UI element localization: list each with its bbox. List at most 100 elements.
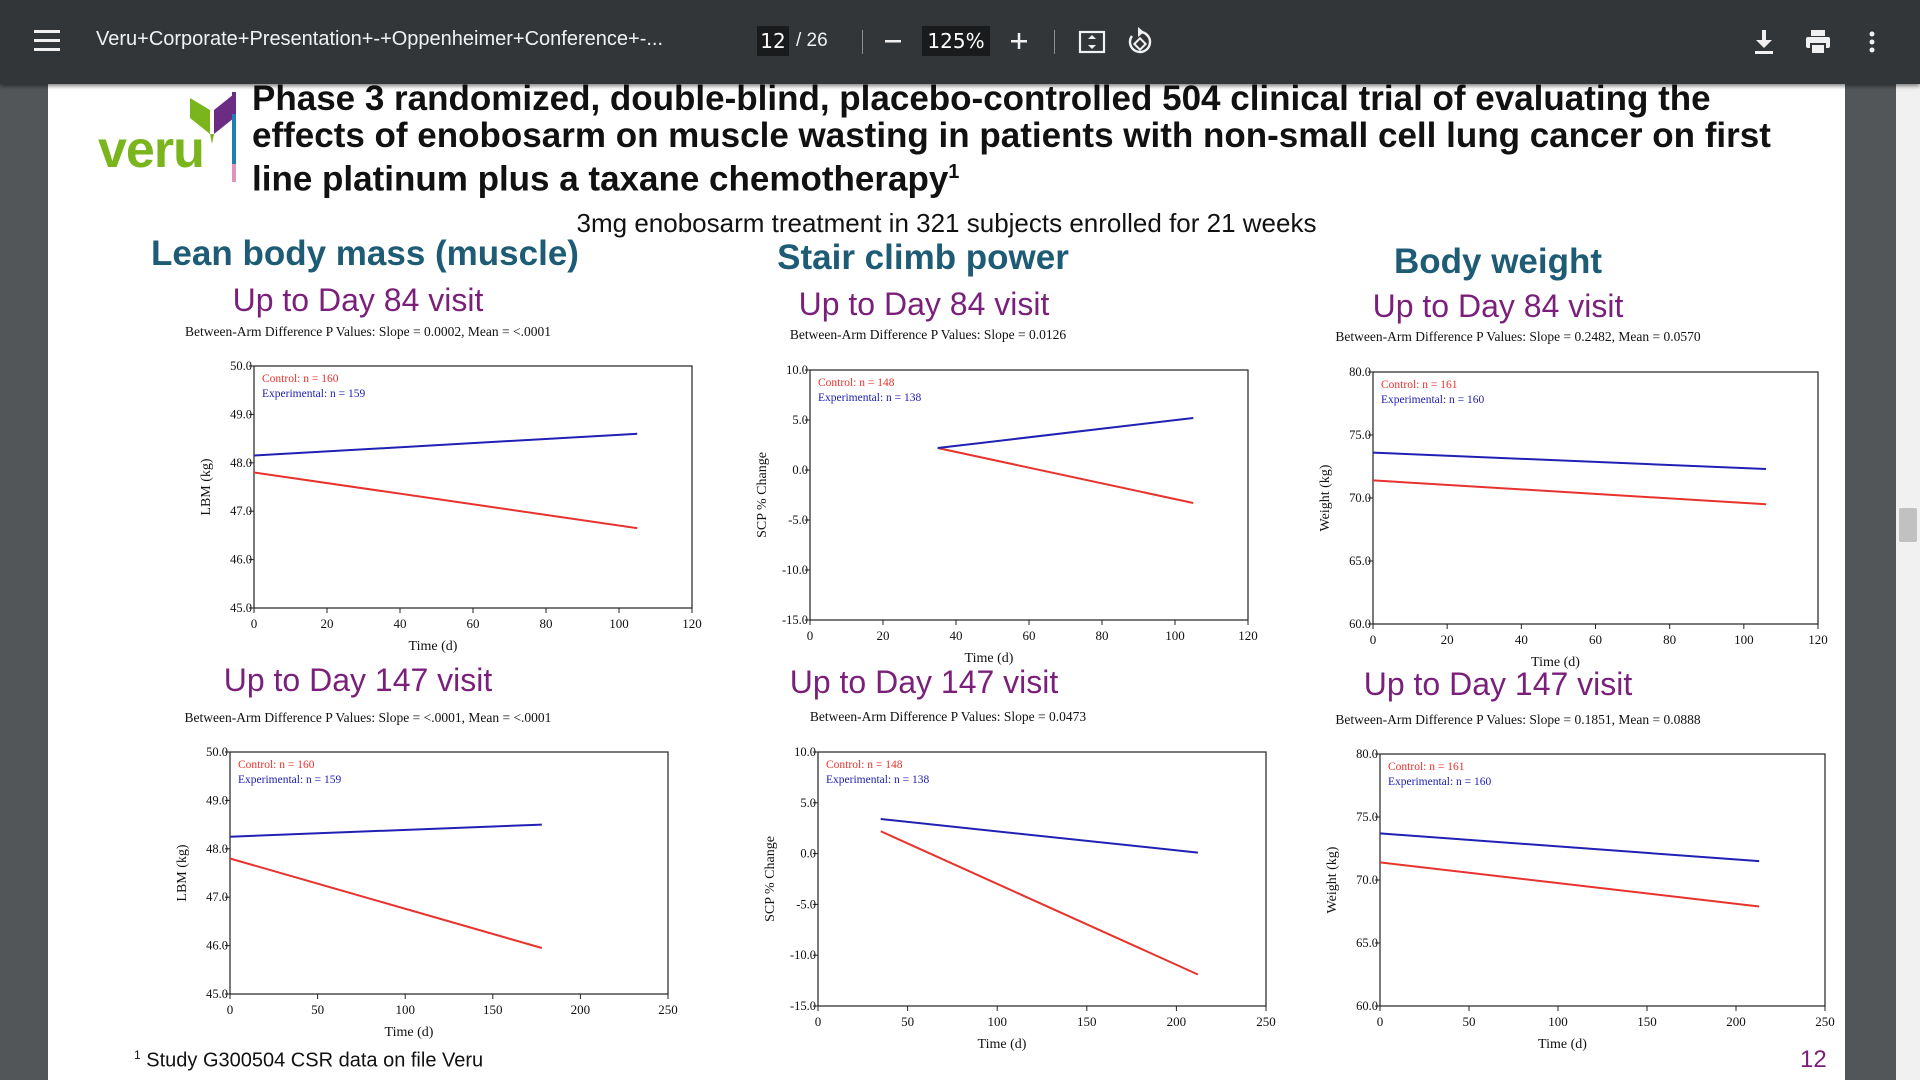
- slide-title: Phase 3 randomized, double-blind, placeb…: [252, 84, 1771, 199]
- scrollbar-thumb[interactable]: [1899, 508, 1917, 542]
- chart-scp-147: 0 50 100 150 200 250 -15.0 -10.0 -5.0 0.0 5.0 10.0 T…: [763, 745, 1276, 1052]
- zoom-in-icon: [1011, 33, 1027, 49]
- y-tick-label: 75.0: [1349, 428, 1371, 442]
- x-tick-label: 250: [1256, 1014, 1276, 1029]
- x-axis-label: Time (d): [1538, 1037, 1587, 1052]
- series-line-control: [937, 447, 1194, 504]
- zoom-out-icon: [885, 40, 901, 43]
- x-tick-label: 60: [467, 616, 480, 631]
- document-title: Veru+Corporate+Presentation+-+Oppenheime…: [96, 28, 664, 50]
- vertical-scrollbar[interactable]: [1896, 84, 1920, 1080]
- y-tick-label: 49.0: [230, 407, 252, 421]
- column-heading-lean-body-mass: Lean body mass (muscle): [151, 234, 579, 273]
- x-tick-label: 100: [609, 616, 629, 631]
- legend-entry-control: Control: n = 148: [826, 759, 903, 771]
- x-axis-label: Time (d): [385, 1025, 434, 1040]
- zoom-out-button[interactable]: [876, 24, 910, 58]
- legend-entry-control: Control: n = 161: [1388, 761, 1465, 773]
- y-tick-label: 60.0: [1349, 617, 1371, 631]
- download-button[interactable]: [1746, 24, 1782, 60]
- rotate-icon: [1128, 27, 1152, 54]
- plot-frame: [253, 365, 693, 609]
- legend-entry-experimental: Experimental: n = 160: [1381, 394, 1485, 406]
- zoom-in-button[interactable]: [1002, 24, 1036, 58]
- p-value-caption: Between-Arm Difference P Values: Slope =…: [809, 709, 1087, 724]
- toolbar-divider: [1054, 30, 1055, 54]
- print-icon: [1806, 30, 1830, 55]
- x-tick-label: 100: [1734, 632, 1754, 647]
- pdf-page: veru Phase 3 randomized, double-blind, p…: [48, 84, 1845, 1080]
- fit-page-button[interactable]: [1074, 24, 1110, 60]
- y-tick-label: 5.0: [800, 796, 816, 810]
- accent-bar: [232, 114, 236, 164]
- legend-entry-control: Control: n = 160: [262, 373, 339, 385]
- x-tick-label: 200: [1167, 1014, 1187, 1029]
- column-heading-body-weight: Body weight: [1393, 242, 1603, 281]
- legend-entry-experimental: Experimental: n = 159: [262, 388, 366, 400]
- footnote: 1 Study G300504 CSR data on file Veru: [134, 1048, 484, 1072]
- accent-bar: [232, 92, 236, 114]
- y-tick-label: 46.0: [230, 553, 252, 567]
- y-tick-label: 50.0: [230, 359, 252, 373]
- y-tick-label: -15.0: [790, 999, 816, 1013]
- y-tick-label: 50.0: [206, 745, 228, 759]
- x-tick-label: 0: [807, 628, 814, 643]
- x-tick-label: 60: [1023, 628, 1036, 643]
- veru-logo: veru: [72, 84, 247, 182]
- menu-icon[interactable]: [34, 30, 60, 52]
- chart-lbm-147: 0 50 100 150 200 250 45.0 46.0 47.0 48.0 49.0 50.0 T…: [175, 745, 678, 1040]
- series-line-experimental: [880, 818, 1199, 854]
- y-tick-label: 48.0: [206, 842, 228, 856]
- x-tick-label: 40: [394, 616, 407, 631]
- y-tick-label: 46.0: [206, 939, 228, 953]
- series-line-experimental: [229, 823, 542, 838]
- y-tick-label: -10.0: [782, 563, 808, 577]
- x-tick-label: 0: [251, 616, 258, 631]
- x-tick-label: 200: [571, 1002, 591, 1017]
- legend-entry-control: Control: n = 160: [238, 759, 315, 771]
- x-tick-label: 50: [901, 1014, 914, 1029]
- visit-label-84: Up to Day 84 visit: [798, 286, 1050, 322]
- x-tick-label: 20: [877, 628, 890, 643]
- x-tick-label: 60: [1589, 632, 1602, 647]
- y-tick-label: 70.0: [1356, 873, 1378, 887]
- download-icon: [1755, 30, 1773, 54]
- y-axis-label: LBM (kg): [175, 844, 190, 902]
- veru-logo-mark: [190, 94, 234, 144]
- print-button[interactable]: [1800, 24, 1836, 60]
- more-options-button[interactable]: [1854, 24, 1890, 60]
- y-tick-label: 70.0: [1349, 491, 1371, 505]
- y-tick-label: 10.0: [794, 745, 816, 759]
- plot-frame: [817, 751, 1267, 1007]
- y-tick-label: 60.0: [1356, 999, 1378, 1013]
- p-value-caption: Between-Arm Difference P Values: Slope =…: [184, 710, 552, 725]
- x-tick-label: 200: [1726, 1014, 1746, 1029]
- visit-label-84: Up to Day 84 visit: [1372, 288, 1624, 324]
- series-line-control: [229, 857, 543, 949]
- y-axis-label: LBM (kg): [199, 458, 214, 516]
- series-line-control: [1379, 861, 1760, 908]
- rotate-button[interactable]: [1122, 24, 1158, 60]
- plot-frame: [809, 369, 1249, 621]
- y-tick-label: 80.0: [1356, 747, 1378, 761]
- x-tick-label: 100: [395, 1002, 415, 1017]
- x-tick-label: 20: [1441, 632, 1454, 647]
- x-tick-label: 100: [1165, 628, 1185, 643]
- series-line-experimental: [1372, 451, 1767, 471]
- x-tick-label: 150: [1077, 1014, 1097, 1029]
- chart-scp-84: 0 20 40 60 80 100 120 -15.0 -10.0 -5.0 0.0 5.0 10.0 T…: [755, 363, 1258, 666]
- x-tick-label: 20: [321, 616, 334, 631]
- x-tick-label: 80: [540, 616, 553, 631]
- zoom-level-input[interactable]: 125%: [922, 26, 990, 56]
- accent-bar: [232, 164, 236, 182]
- y-tick-label: 65.0: [1349, 554, 1371, 568]
- x-tick-label: 120: [682, 616, 702, 631]
- p-value-caption: Between-Arm Difference P Values: Slope =…: [789, 327, 1067, 342]
- y-axis-label: SCP % Change: [755, 452, 770, 538]
- plot-frame: [229, 751, 669, 995]
- x-tick-label: 250: [1815, 1014, 1835, 1029]
- p-value-caption: Between-Arm Difference P Values: Slope =…: [1335, 712, 1701, 727]
- page-number-input[interactable]: 12: [757, 26, 789, 56]
- pdf-toolbar: Veru+Corporate+Presentation+-+Oppenheime…: [0, 0, 1920, 84]
- y-axis-label: SCP % Change: [763, 836, 778, 922]
